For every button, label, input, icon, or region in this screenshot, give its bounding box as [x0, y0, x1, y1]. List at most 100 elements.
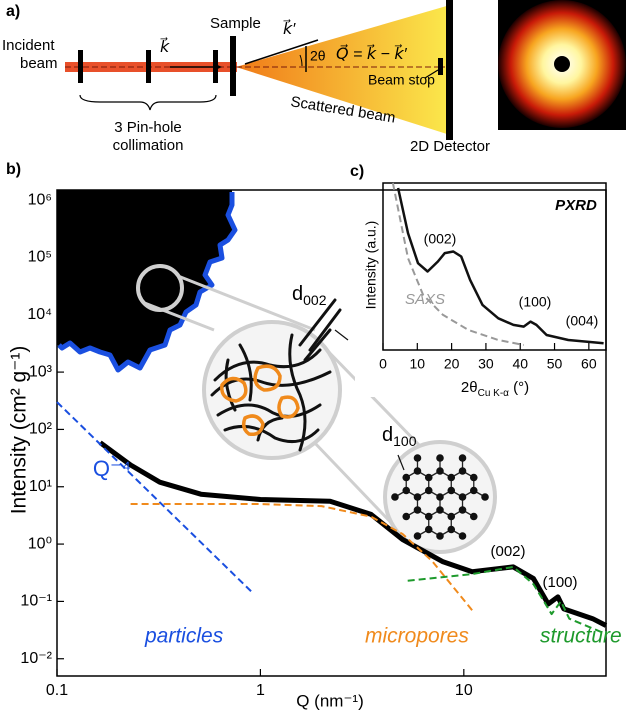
data-line [407, 565, 607, 635]
label: k⃗′ [283, 18, 296, 38]
carbon-sheet [256, 416, 284, 442]
atom [413, 454, 422, 462]
y-tick-label: 10³ [29, 363, 53, 380]
x-tick-label: 10 [410, 356, 426, 372]
atom [458, 493, 467, 501]
symbol: d [382, 424, 393, 446]
spacing-label: d100 [382, 424, 417, 448]
atom [424, 473, 433, 482]
label: Q⃗ = k⃗ − k⃗′ [336, 43, 408, 63]
spacing-arrow [334, 329, 349, 341]
y-tick-label: 10¹ [29, 478, 52, 495]
plot-frame [382, 182, 607, 351]
y-tick-label: 10⁶ [28, 191, 52, 208]
beam-stop-shadow [554, 56, 570, 72]
atom [436, 493, 444, 501]
pointer [424, 69, 439, 79]
atom [469, 473, 478, 482]
y-axis-label: Intensity (cm² g⁻¹) [8, 346, 31, 515]
atom [481, 493, 489, 501]
atom [402, 486, 411, 495]
micropore [220, 376, 248, 403]
y-tick-label: 10⁻¹ [20, 593, 52, 610]
atom [447, 473, 456, 482]
atom [458, 506, 467, 514]
x-tick-label: 0 [379, 356, 387, 372]
inset-background [355, 165, 626, 397]
series-label: SAXS [405, 291, 445, 308]
carbon-sheet [288, 333, 307, 452]
zoom-line [141, 300, 215, 332]
y-tick-label: 10⁰ [28, 535, 52, 552]
carbon-sheet [223, 424, 320, 444]
atom [469, 512, 478, 521]
y-tick-label: 10⁴ [27, 306, 52, 323]
annotation: (004) [566, 313, 599, 329]
x-axis-label: Q (nm⁻¹) [296, 691, 364, 710]
data-line [396, 187, 604, 345]
x-tick-label: 1 [256, 682, 265, 699]
annotation: (002) [490, 543, 525, 560]
zoom-line [177, 274, 316, 332]
label: Incident [2, 37, 55, 54]
atom [413, 506, 422, 514]
data-line [391, 182, 524, 346]
inset-title: PXRD [555, 197, 597, 214]
spacing-arrow [397, 454, 405, 471]
atom [391, 493, 399, 501]
y-tick-label: 10⁻² [20, 650, 52, 667]
atom [402, 512, 411, 521]
pinhole [213, 50, 218, 83]
panel-label: a) [6, 3, 20, 20]
pinhole [78, 50, 83, 83]
x-tick-label: 20 [444, 356, 460, 372]
atom [413, 467, 422, 475]
x-tick-label: 10 [455, 682, 473, 699]
x-axis-label: 2θCu K-α (°) [461, 379, 529, 399]
label: 2D Detector [410, 138, 490, 155]
label: Sample [210, 15, 261, 32]
symbol: d [292, 283, 303, 305]
label: 3 Pin-hole [114, 119, 182, 136]
y-axis-label: Intensity (a.u.) [363, 221, 379, 310]
panel-label: b) [6, 161, 21, 178]
data-line [98, 440, 608, 628]
carbon-sheet [238, 343, 253, 402]
carbon-sheet [303, 328, 332, 362]
series-label: micropores [365, 625, 469, 648]
angle-arc [299, 54, 303, 67]
atom [436, 467, 444, 475]
atom [424, 512, 433, 521]
magnifier [136, 264, 184, 312]
atom [447, 525, 456, 534]
atom [402, 473, 411, 482]
plot-frame [56, 189, 607, 677]
carbon-sheet [298, 298, 337, 347]
x-label-sub: Cu K-α [478, 388, 510, 399]
series-label: structure [540, 625, 622, 648]
label: k⃗ [160, 36, 170, 56]
atom [413, 532, 422, 540]
label: beam [20, 55, 58, 72]
x-label-main: 2θ [461, 379, 478, 396]
atom [458, 467, 467, 475]
x-tick-label: 0.1 [46, 682, 68, 699]
label: collimation [113, 137, 184, 154]
brace [79, 94, 217, 111]
beam-stop [438, 58, 443, 75]
subscript: 100 [393, 433, 417, 449]
annotation: (002) [424, 231, 457, 247]
atom [447, 512, 456, 521]
annotation: Q⁻⁴ [93, 456, 131, 481]
carbon-sheet [224, 358, 237, 412]
y-tick-label: 10² [29, 421, 53, 438]
atom [436, 506, 444, 514]
spacing-label: d002 [292, 283, 327, 307]
k-prime-arrow [244, 39, 319, 65]
carbon-sheet [308, 308, 342, 352]
x-tick-label: 30 [478, 356, 494, 372]
panel-a: a) Incident beam k⃗ Sample k⃗′ 2θ Q⃗ = k… [2, 0, 626, 155]
x-tick-label: 50 [547, 356, 563, 372]
